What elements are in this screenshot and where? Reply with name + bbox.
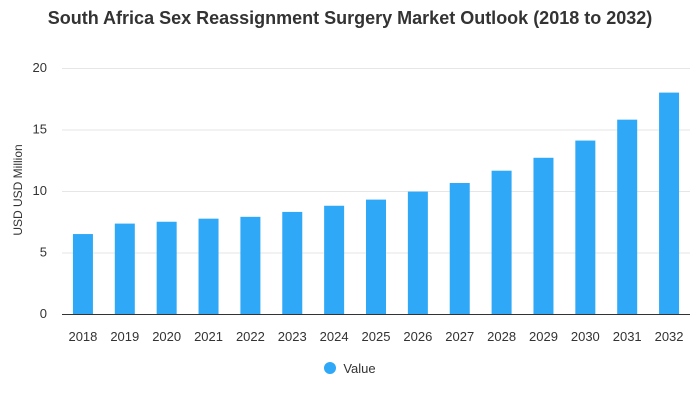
x-tick-label: 2027	[445, 329, 474, 344]
bar-2032[interactable]	[659, 92, 680, 314]
bar-2023[interactable]	[282, 211, 303, 314]
x-tick-label: 2022	[236, 329, 265, 344]
bar-2019[interactable]	[114, 223, 135, 314]
x-tick-label: 2018	[68, 329, 97, 344]
bar-2031[interactable]	[617, 119, 638, 314]
bars	[72, 92, 680, 314]
bar-2027[interactable]	[449, 183, 470, 314]
bar-2021[interactable]	[198, 218, 219, 314]
bar-2026[interactable]	[407, 191, 428, 314]
x-tick-label: 2029	[529, 329, 558, 344]
y-tick-label: 15	[33, 122, 47, 137]
y-tick-labels: 0 5 10 15 20	[33, 60, 47, 321]
x-tick-label: 2020	[152, 329, 181, 344]
bar-2030[interactable]	[575, 140, 596, 314]
y-tick-label: 10	[33, 183, 47, 198]
chart-title: South Africa Sex Reassignment Surgery Ma…	[47, 8, 653, 28]
legend-label: Value	[343, 361, 376, 376]
x-tick-label: 2032	[655, 329, 684, 344]
bar-2022[interactable]	[240, 216, 261, 314]
legend: Value	[0, 361, 700, 376]
bar-2024[interactable]	[324, 205, 345, 314]
bar-2018[interactable]	[72, 234, 93, 314]
x-tick-label: 2021	[194, 329, 223, 344]
x-tick-label: 2019	[110, 329, 139, 344]
x-tick-label: 2028	[487, 329, 516, 344]
y-tick-label: 20	[33, 60, 47, 75]
x-tick-label: 2026	[403, 329, 432, 344]
bar-2029[interactable]	[533, 157, 554, 314]
y-tick-label: 0	[40, 306, 47, 321]
bar-2020[interactable]	[156, 221, 177, 314]
legend-marker	[324, 362, 337, 374]
x-tick-labels: 2018 2019 2020 2021 2022 2023 2024 2025 2026 2027…	[68, 329, 683, 344]
x-tick-label: 2030	[571, 329, 600, 344]
x-tick-label: 2031	[613, 329, 642, 344]
x-tick-label: 2024	[320, 329, 349, 344]
x-tick-label: 2025	[362, 329, 391, 344]
y-axis-label: USD USD Million	[11, 144, 25, 235]
x-tick-label: 2023	[278, 329, 307, 344]
bar-2028[interactable]	[491, 170, 512, 314]
y-tick-label: 5	[40, 245, 47, 260]
bar-2025[interactable]	[366, 199, 386, 314]
